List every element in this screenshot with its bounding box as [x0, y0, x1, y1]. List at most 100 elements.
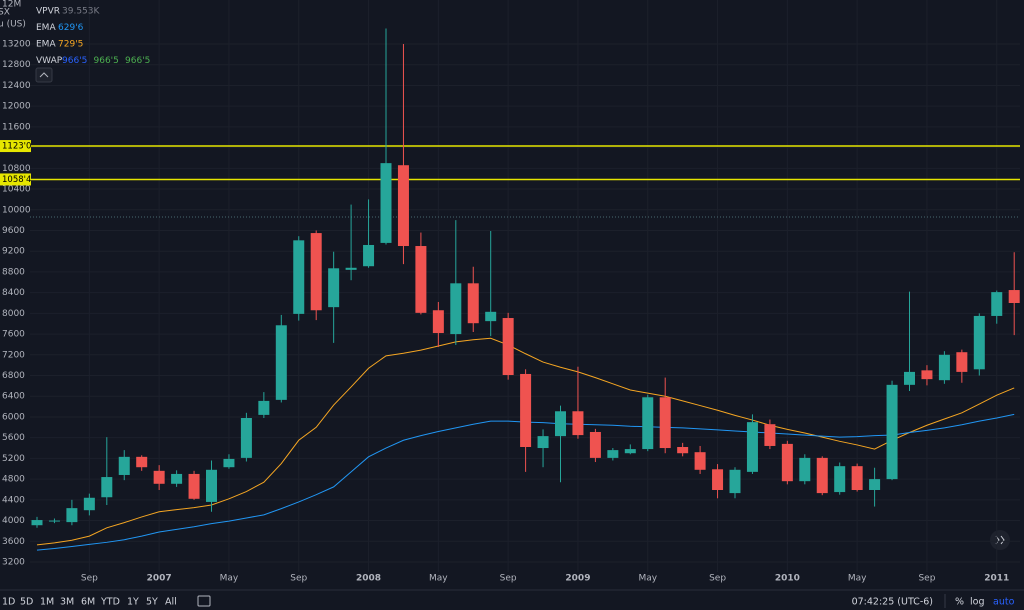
y-tick-label: 4800: [2, 475, 25, 485]
range-button[interactable]: YTD: [100, 597, 120, 608]
candle-body: [624, 449, 636, 454]
candle-body: [712, 469, 724, 490]
candle-body: [1008, 290, 1020, 303]
y-tick-label: 12000: [2, 102, 31, 112]
candle-body: [31, 520, 43, 526]
range-button[interactable]: 6M: [81, 597, 95, 608]
candle-body: [589, 431, 601, 458]
candle-body: [48, 520, 60, 522]
candle-body: [101, 477, 113, 498]
candle-body: [432, 310, 444, 334]
candle-body: [973, 315, 985, 370]
candle-body: [118, 456, 130, 475]
candle-body: [537, 436, 549, 449]
range-button[interactable]: 1D: [2, 597, 15, 608]
x-tick-label: 2009: [565, 574, 590, 584]
y-tick-label: 10400: [2, 185, 31, 195]
legend-value: 966'5: [62, 56, 87, 66]
legend-value: 966'5: [125, 56, 150, 66]
clock: 07:42:25 (UTC-6): [852, 597, 933, 608]
candle-body: [729, 469, 741, 494]
x-tick-label: Sep: [290, 574, 307, 584]
y-tick-label: 5600: [2, 433, 25, 443]
candle-body: [310, 233, 322, 311]
candle-body: [485, 311, 497, 322]
candle-body: [851, 466, 863, 490]
candle-body: [467, 283, 479, 324]
scroll-button[interactable]: [990, 530, 1010, 550]
candle-body: [415, 246, 427, 313]
date-range-icon[interactable]: [197, 595, 211, 607]
candle-body: [572, 411, 584, 436]
candle-body: [555, 411, 566, 437]
candle-body: [904, 371, 915, 385]
collapse-icon: [39, 72, 49, 78]
range-button[interactable]: 5D: [20, 597, 33, 608]
legend-name: VPVR: [36, 7, 60, 17]
candle-body: [153, 470, 165, 484]
candle-body: [171, 473, 183, 484]
legend-value: 966'5: [94, 56, 119, 66]
candle-body: [938, 354, 950, 381]
y-tick-label: 12800: [2, 60, 31, 70]
y-tick-label: 8400: [2, 288, 25, 298]
y-tick-label: 12400: [2, 81, 31, 91]
candle-body: [136, 456, 148, 468]
legend-value: 729'5: [58, 40, 83, 50]
candle-body: [659, 397, 671, 449]
candle-body: [450, 283, 462, 335]
candle-body: [764, 424, 776, 446]
candle-body: [746, 422, 758, 472]
candle-body: [188, 473, 200, 499]
candle-body: [956, 352, 968, 372]
y-tick-label: 11600: [2, 122, 31, 132]
legend-name: EMA: [36, 23, 56, 33]
collapse-legend-button[interactable]: [35, 67, 53, 83]
x-tick-label: Sep: [918, 574, 935, 584]
price-line-label-box: [0, 140, 31, 153]
y-tick-label: 5200: [2, 454, 25, 464]
y-tick-label: 3200: [2, 558, 25, 568]
candle-body: [345, 267, 357, 270]
candle-body: [816, 457, 828, 494]
legend-value: 39.553K: [62, 7, 100, 17]
candle-body: [799, 457, 811, 482]
candle-body: [520, 373, 532, 448]
range-button[interactable]: 5Y: [146, 597, 158, 608]
range-button[interactable]: All: [165, 597, 177, 608]
candle-body: [502, 318, 514, 376]
x-tick-label: Sep: [500, 574, 517, 584]
candle-body: [694, 452, 706, 470]
auto-button[interactable]: auto: [993, 597, 1015, 608]
x-tick-label: Sep: [81, 574, 98, 584]
candle-body: [869, 479, 881, 490]
log-button[interactable]: log: [970, 597, 984, 608]
legend-value: 629'6: [58, 23, 84, 33]
x-tick-label: 2011: [984, 574, 1009, 584]
y-tick-label: 10000: [2, 205, 31, 215]
symbol-line: u (US): [0, 20, 26, 30]
x-tick-label: May: [638, 574, 657, 584]
y-tick-label: 10800: [2, 164, 31, 174]
legend-name: VWAP: [36, 56, 63, 66]
y-tick-label: 7600: [2, 330, 25, 340]
range-button[interactable]: 3M: [60, 597, 74, 608]
range-button[interactable]: 1Y: [127, 597, 139, 608]
legend-name: EMA: [36, 40, 56, 50]
y-tick-label: 6000: [2, 412, 25, 422]
y-tick-label: 8800: [2, 267, 25, 277]
y-tick-label: 6400: [2, 392, 25, 402]
candle-body: [991, 292, 1003, 316]
candle-body: [258, 400, 270, 415]
candle-body: [921, 370, 933, 380]
price-line-label: 1123'0: [2, 142, 31, 152]
x-tick-label: 2008: [356, 574, 381, 584]
percent-button[interactable]: %: [955, 597, 964, 608]
candle-body: [223, 458, 235, 468]
candle-body: [607, 450, 619, 458]
candle-body: [677, 447, 689, 454]
range-button[interactable]: 1M: [40, 597, 54, 608]
ema-line: [36, 337, 1015, 546]
